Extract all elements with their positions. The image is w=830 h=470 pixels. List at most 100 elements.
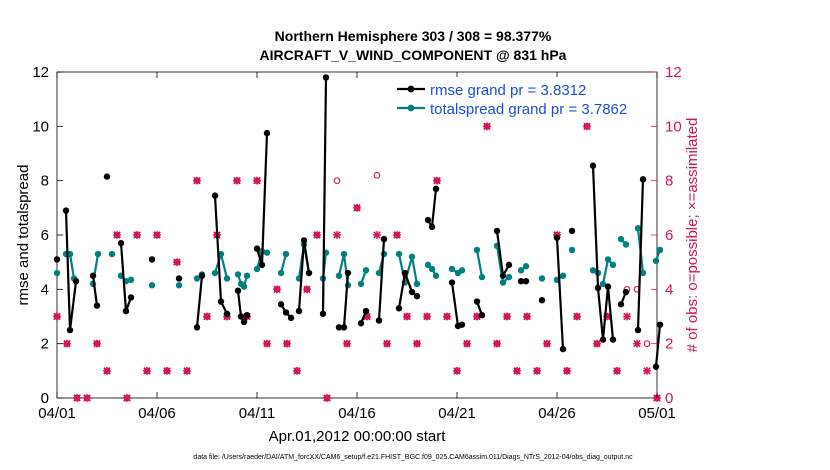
obs-assimilated-marker — [273, 285, 281, 294]
obs-assimilated-marker — [163, 366, 171, 375]
obs-assimilated-marker — [493, 339, 501, 348]
totalspread-point — [428, 265, 436, 273]
obs-assimilated-marker — [343, 339, 351, 348]
obs-assimilated-marker — [453, 366, 461, 375]
totalspread-point — [108, 250, 116, 258]
obs-assimilated-marker — [303, 285, 311, 294]
obs-assimilated-marker — [623, 312, 631, 321]
totalspread-point — [517, 267, 525, 274]
data-series — [53, 74, 664, 370]
totalspread-point — [652, 257, 660, 265]
rmse-line-segment — [654, 324, 662, 367]
totalspread-point — [395, 250, 403, 258]
rmse-point — [237, 313, 245, 320]
totalspread-point — [458, 267, 466, 274]
y-tick-label-right: 12 — [665, 64, 682, 81]
rmse-point — [175, 275, 183, 282]
obs-assimilated-marker — [613, 366, 621, 375]
series-rmse — [53, 74, 664, 370]
obs-assimilated-marker — [433, 176, 441, 185]
rmse-point — [305, 269, 313, 277]
rmse-point — [240, 318, 248, 326]
obs-assimilated-marker — [93, 339, 101, 348]
rmse-point — [538, 297, 546, 304]
rmse-point — [300, 237, 308, 244]
rmse-point — [424, 216, 432, 224]
x-tick-label: 04/06 — [138, 405, 176, 422]
rmse-point — [295, 307, 303, 315]
y-tick-label-right: 2 — [665, 336, 673, 353]
rmse-point — [517, 277, 525, 285]
obs-assimilated-marker — [523, 312, 531, 321]
totalspread-point — [277, 269, 285, 277]
obs-assimilated-marker — [583, 122, 591, 131]
totalspread-point — [599, 280, 607, 288]
totalspread-point — [622, 241, 630, 248]
legend-rmse-label: rmse grand pr = 3.8312 — [430, 82, 586, 99]
x-tick-label: 05/01 — [638, 405, 676, 422]
obs-assimilated-marker — [313, 231, 321, 239]
obs-assimilated-marker — [293, 366, 301, 375]
rmse-point — [282, 309, 290, 316]
rmse-line-segment — [321, 77, 328, 314]
obs-assimilated-marker — [443, 312, 451, 321]
rmse-point — [432, 185, 440, 193]
rmse-point — [522, 277, 530, 285]
rmse-line-segment — [397, 271, 418, 309]
obs-assimilated-marker — [183, 366, 191, 375]
totalspread-point — [604, 256, 612, 263]
y-tick-label-left: 12 — [32, 64, 49, 81]
rmse-point — [652, 363, 660, 370]
chart-title-line-1: Northern Hemisphere 303 / 308 = 98.377% — [275, 28, 552, 44]
totalspread-point — [94, 250, 102, 258]
totalspread-point — [473, 246, 481, 254]
totalspread-point — [448, 265, 456, 273]
rmse-point — [198, 272, 206, 279]
rmse-point — [589, 162, 597, 169]
totalspread-point — [432, 272, 440, 279]
rmse-point — [499, 272, 507, 279]
rmse-line-segment — [377, 239, 386, 321]
rmse-point — [413, 292, 421, 300]
y-tick-label-left: 2 — [41, 336, 49, 353]
rmse-point — [340, 324, 348, 331]
totalspread-point — [424, 261, 432, 269]
rmse-point — [478, 311, 486, 319]
obs-assimilated-marker — [63, 339, 71, 348]
rmse-point — [380, 235, 388, 243]
totalspread-point — [175, 282, 183, 289]
obs-assimilated-marker — [563, 366, 571, 375]
obs-assimilated-marker — [103, 366, 111, 375]
obs-assimilated-marker — [133, 231, 141, 239]
totalspread-point — [617, 235, 625, 243]
legend-totalspread-marker — [407, 104, 415, 112]
x-tick-label: 04/21 — [438, 405, 476, 422]
totalspread-point — [263, 249, 271, 256]
y-tick-label-left: 0 — [41, 390, 49, 407]
totalspread-point — [362, 267, 370, 274]
totalspread-point — [589, 267, 597, 274]
totalspread-point — [568, 246, 576, 254]
rmse-point — [287, 314, 295, 322]
totalspread-point — [282, 250, 290, 258]
rmse-point — [53, 256, 61, 263]
rmse-point — [148, 256, 156, 263]
rmse-point — [193, 324, 201, 331]
obs-assimilated-marker — [403, 312, 411, 321]
rmse-point — [66, 326, 74, 334]
obs-possible-marker — [333, 177, 341, 185]
totalspread-point — [243, 272, 251, 279]
totalspread-point — [609, 261, 617, 269]
totalspread-point — [375, 269, 383, 277]
totalspread-point — [408, 253, 416, 260]
rmse-point — [473, 298, 481, 305]
rmse-point — [211, 192, 219, 199]
rmse-point — [253, 245, 261, 252]
legend-rmse-marker — [407, 85, 415, 93]
obs-assimilated-marker — [573, 312, 581, 321]
totalspread-point — [538, 275, 546, 282]
totalspread-point — [634, 225, 642, 232]
rmse-point — [263, 129, 271, 137]
rmse-point — [599, 336, 607, 343]
rmse-point — [505, 261, 513, 269]
